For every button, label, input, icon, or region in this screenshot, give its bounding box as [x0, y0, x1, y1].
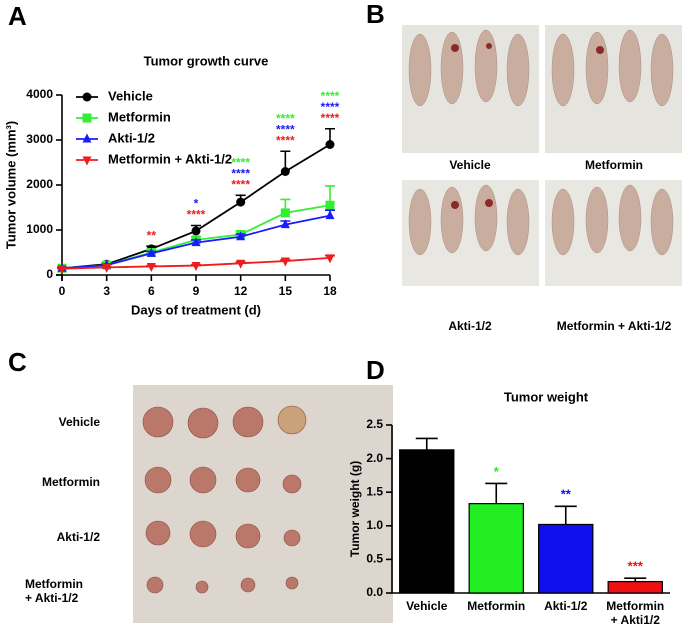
error-bar [485, 482, 508, 504]
x-tick-label: 0 [59, 284, 66, 298]
panel-letter: B [366, 0, 385, 29]
axis-line [56, 95, 330, 281]
significance: * [494, 464, 500, 479]
y-tick-label: 1.0 [366, 518, 383, 532]
marker [280, 257, 290, 267]
legend-label: Metformin + Akti-1/2 [108, 151, 232, 166]
x-tick-label: 9 [193, 284, 200, 298]
significance: *** [628, 559, 644, 574]
photo-label: Metformin + Akti-1/2 [557, 319, 672, 333]
legend-label: Metformin [108, 109, 171, 124]
y-tick-label: 1.5 [366, 484, 383, 498]
x-tick-label: 12 [234, 284, 248, 298]
mouse-shapes [408, 29, 674, 256]
legend-label: Akti-1/2 [108, 130, 155, 145]
tumor-spots [451, 43, 604, 209]
marker [280, 219, 290, 229]
marker [325, 200, 335, 210]
marker [82, 92, 92, 102]
y-tick-label: 2.0 [366, 451, 383, 465]
photo-label: Metformin [585, 158, 643, 172]
legend-label: Vehicle [108, 88, 153, 103]
marker [82, 156, 92, 166]
x-tick-label split: Vehicle [406, 599, 448, 613]
photo-label: Vehicle [59, 415, 101, 429]
marker [191, 262, 201, 272]
y-tick-label: 0.0 [366, 585, 383, 599]
y-tick-label: 0.5 [366, 552, 383, 566]
marker [236, 197, 246, 207]
x-tick-label split: Metformin + Akti1/2 [606, 599, 664, 627]
tumor-shapes [142, 405, 307, 594]
marker [280, 167, 290, 176]
x-tick-label: 3 [103, 284, 110, 298]
y-tick-label: 4000 [26, 87, 53, 101]
y-tick-label: 2.5 [366, 417, 383, 431]
x-axis-label: Days of treatment (d) [131, 302, 261, 317]
x-tick-label split: Metformin [467, 599, 525, 613]
bar [399, 449, 455, 594]
y-tick-label: 2000 [26, 177, 53, 191]
x-tick-label split: Akti-1/2 [544, 599, 588, 613]
error-bar [415, 437, 438, 450]
marker [82, 133, 92, 143]
photo-label: Metformin [42, 475, 100, 489]
marker [325, 140, 335, 149]
significance: **** [321, 111, 340, 125]
marker [325, 210, 335, 220]
significance: **** [231, 156, 250, 170]
marker [146, 262, 156, 272]
panel-letter: A [8, 1, 27, 31]
marker [325, 254, 335, 264]
x-tick-label: 18 [323, 284, 337, 298]
chart-title: Tumor weight [504, 389, 589, 404]
significance: **** [321, 89, 340, 103]
y-tick-label: 0 [46, 267, 53, 281]
panel-letter: C [8, 347, 27, 377]
marker [280, 208, 290, 218]
marker [102, 263, 112, 273]
x-tick-label: 6 [148, 284, 155, 298]
y-axis-label: Tumor weight (g) [348, 461, 362, 557]
error-bar [554, 505, 577, 525]
y-axis-label: Tumor volume (mm³) [3, 121, 18, 249]
photo-label: Akti-1/2 [448, 319, 492, 333]
significance: * [194, 197, 199, 211]
significance: **** [231, 167, 250, 181]
marker [236, 231, 246, 241]
y-tick-label: 1000 [26, 222, 53, 236]
photo-label: Vehicle [449, 158, 491, 172]
marker [82, 113, 92, 123]
significance: **** [231, 178, 250, 192]
significance: **** [321, 100, 340, 114]
bar [468, 503, 524, 594]
x-tick-label: 15 [279, 284, 293, 298]
photo-label: Akti-1/2 [57, 530, 101, 544]
photo-label: Metformin + Akti-1/2 [25, 577, 83, 605]
chart-title: Tumor growth curve [144, 53, 269, 68]
marker [191, 237, 201, 247]
marker [191, 226, 201, 236]
significance: ** [147, 228, 157, 242]
y-tick-label: 3000 [26, 132, 53, 146]
bar [607, 580, 663, 594]
significance: **** [187, 208, 206, 222]
bar [538, 523, 594, 594]
panel-letter: D [366, 355, 385, 385]
significance: **** [276, 111, 295, 125]
marker [146, 247, 156, 257]
significance: **** [276, 122, 295, 136]
significance: ** [561, 487, 572, 502]
marker [236, 259, 246, 269]
significance: **** [276, 133, 295, 147]
marker [57, 265, 67, 275]
